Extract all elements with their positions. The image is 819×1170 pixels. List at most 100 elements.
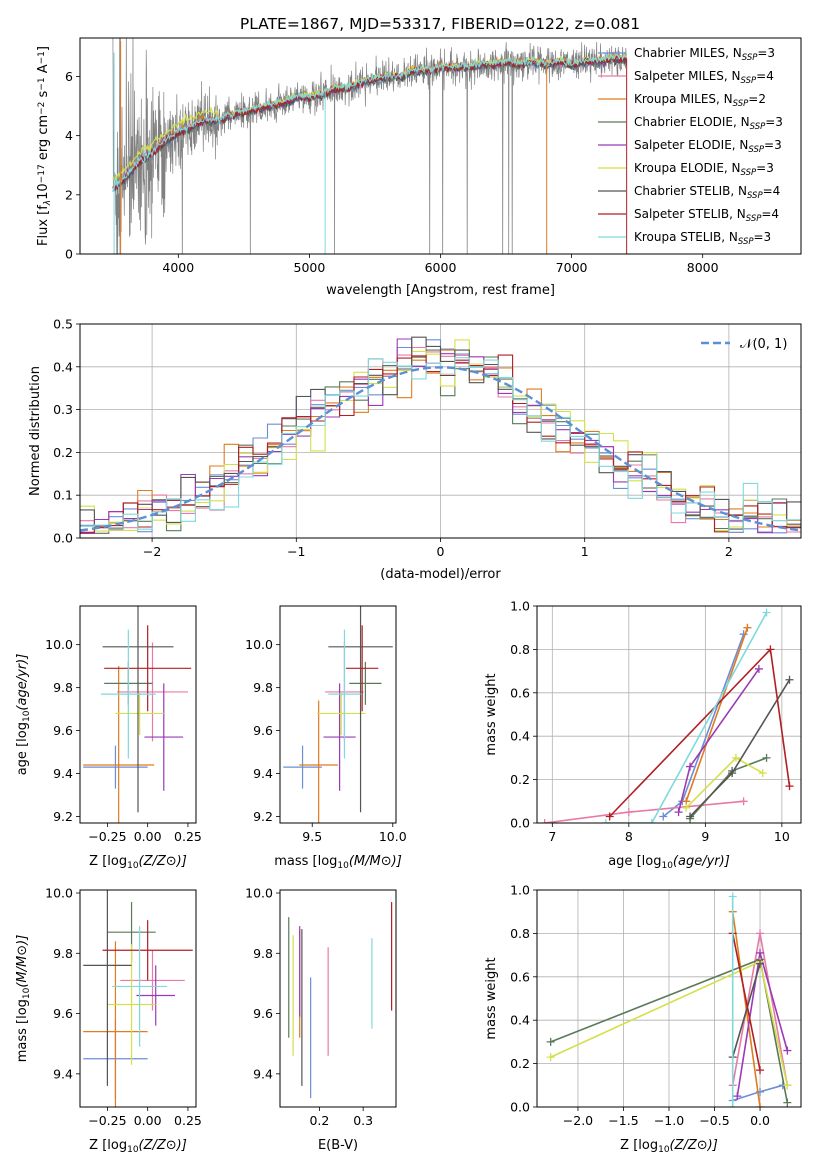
plot-frame xyxy=(79,605,197,824)
legend-entry: Kroupa ELODIE, NSSP=3 xyxy=(634,161,774,178)
legend-entry: Kroupa STELIB, NSSP=3 xyxy=(634,230,771,247)
x-axis-label: age [log10(age/yr)] xyxy=(608,854,730,871)
axes-mass-vs-Z: −0.25 0.00 0.259.49.69.810.0Z [log10(Z/Z⊙)… xyxy=(15,886,202,1155)
x-tick-label: −0.5 xyxy=(699,1113,729,1128)
y-axis-label: Flux [fλ10−17 erg cm−2 s−1 A−1] xyxy=(36,46,53,246)
weight-marker xyxy=(540,819,549,823)
legend-entry-part: Kroupa MILES, N xyxy=(634,92,733,106)
plot-frame xyxy=(79,37,802,255)
x-tick-label: −1 xyxy=(287,544,305,559)
x-tick-label: 9.5 xyxy=(302,829,322,844)
weight-series xyxy=(686,675,794,821)
y-tick-label: 10.0 xyxy=(245,637,273,652)
x-axis-label-part: (M/M⊙)] xyxy=(349,854,402,869)
x-tick-label: 5000 xyxy=(294,260,326,275)
weight-series xyxy=(682,753,767,812)
y-axis-label-part: −2 xyxy=(37,102,47,115)
x-axis-label-part: (Z/Z⊙)] xyxy=(139,1138,187,1153)
weight-marker xyxy=(743,623,752,632)
axes-mass-vs-ebv: 0.2 0.3 9.4 9.6 9.8 10.0 E(B-V) xyxy=(245,886,397,1153)
legend-entry: Salpeter STELIB, NSSP=4 xyxy=(634,207,779,224)
legend-entry-part: Salpeter ELODIE, N xyxy=(634,138,748,152)
weight-line xyxy=(605,612,768,823)
y-axis-label: mass weight xyxy=(484,957,499,1039)
x-tick-label: 0 xyxy=(437,544,445,559)
x-axis-label-part: (age/yr)] xyxy=(673,854,730,869)
legend-entry-part: Salpeter STELIB, N xyxy=(634,207,746,221)
legend-entry: Salpeter MILES, NSSP=4 xyxy=(634,69,774,86)
errorbar-point xyxy=(115,691,164,735)
weight-series xyxy=(733,948,792,1101)
legend-entry: Salpeter ELODIE, NSSP=3 xyxy=(634,138,782,155)
y-tick-label: 10.0 xyxy=(45,637,73,652)
y-tick-label: 9.6 xyxy=(53,723,73,738)
y-axis-label-part: −1 xyxy=(37,51,47,64)
y-tick-label: 4 xyxy=(65,128,73,143)
legend-entry-part: =3 xyxy=(754,230,772,244)
weight-marker xyxy=(756,1066,765,1075)
x-axis-label-part: 10 xyxy=(658,1145,670,1155)
legend-entry-part: Chabrier MILES, N xyxy=(634,46,742,60)
plot-frame xyxy=(536,889,802,1108)
y-axis-label-part: s xyxy=(36,90,51,101)
weight-marker xyxy=(728,892,737,901)
weight-marker xyxy=(546,1037,555,1046)
y-axis-label-part: −1 xyxy=(37,77,47,90)
weight-line xyxy=(685,627,749,802)
y-tick-label: 9.8 xyxy=(253,680,273,695)
x-tick-label: −1.0 xyxy=(654,1113,684,1128)
weight-marker xyxy=(728,1103,737,1107)
y-tick-label: 10.0 xyxy=(245,886,273,901)
weight-marker xyxy=(605,812,614,821)
y-tick-label: 9.4 xyxy=(53,1066,73,1081)
y-tick-label: 0.2 xyxy=(510,772,530,787)
y-tick-label: 0.4 xyxy=(510,729,530,744)
legend-entry-part: SSP xyxy=(733,99,749,109)
y-tick-label: 9.8 xyxy=(53,946,73,961)
weight-marker xyxy=(762,608,771,617)
weight-line xyxy=(731,963,761,1058)
y-axis-label-part: 10 xyxy=(22,987,32,999)
weight-marker xyxy=(739,797,748,806)
y-tick-label: 9.6 xyxy=(53,1006,73,1021)
legend-entry-part: SSP xyxy=(747,191,763,201)
errorbar-point xyxy=(102,606,174,813)
x-tick-label: −2 xyxy=(143,544,161,559)
y-axis-label-part: mass [log xyxy=(15,999,30,1062)
y-tick-label: 9.2 xyxy=(253,809,273,824)
weight-marker xyxy=(728,769,737,778)
axes-age-vs-mass: 9.5 10.0 9.2 9.4 9.6 9.8 10.0 mass [log10(M/M⊙)… xyxy=(245,605,407,871)
x-tick-label: 0.25 xyxy=(174,1113,202,1128)
x-tick-label: 0.2 xyxy=(309,1113,329,1128)
x-axis-label-part: (Z/Z⊙)] xyxy=(139,854,187,869)
x-axis-label-part: 10 xyxy=(127,1145,139,1155)
weight-marker xyxy=(756,948,765,957)
y-tick-label: 0.2 xyxy=(510,1056,530,1071)
x-axis-label-part: 10 xyxy=(127,861,139,871)
legend-entry-part: SSP xyxy=(750,122,766,132)
plot-frame xyxy=(279,889,397,1108)
weight-marker xyxy=(756,929,765,938)
y-tick-label: 0.0 xyxy=(510,816,530,831)
weight-marker xyxy=(686,812,695,821)
errorbar-point xyxy=(349,661,382,705)
residual-histogram xyxy=(80,357,801,533)
weight-series xyxy=(605,645,794,821)
errorbar-point xyxy=(104,625,192,712)
errorbar-point xyxy=(144,683,184,791)
errorbar-point xyxy=(102,920,193,981)
legend-entry-part: Chabrier ELODIE, N xyxy=(634,115,750,129)
legend-entry-part: Salpeter MILES, N xyxy=(634,69,741,83)
y-tick-label: 0.2 xyxy=(53,445,73,460)
weight-series xyxy=(728,892,737,1107)
x-tick-label: 8 xyxy=(625,829,633,844)
errorbar-point xyxy=(136,965,176,1026)
legend-entry-part: SSP xyxy=(748,145,764,155)
y-tick-label: 6 xyxy=(65,69,73,84)
errorbar-point xyxy=(83,745,148,789)
y-tick-label: 9.6 xyxy=(253,723,273,738)
x-tick-label: 0.00 xyxy=(134,1113,162,1128)
